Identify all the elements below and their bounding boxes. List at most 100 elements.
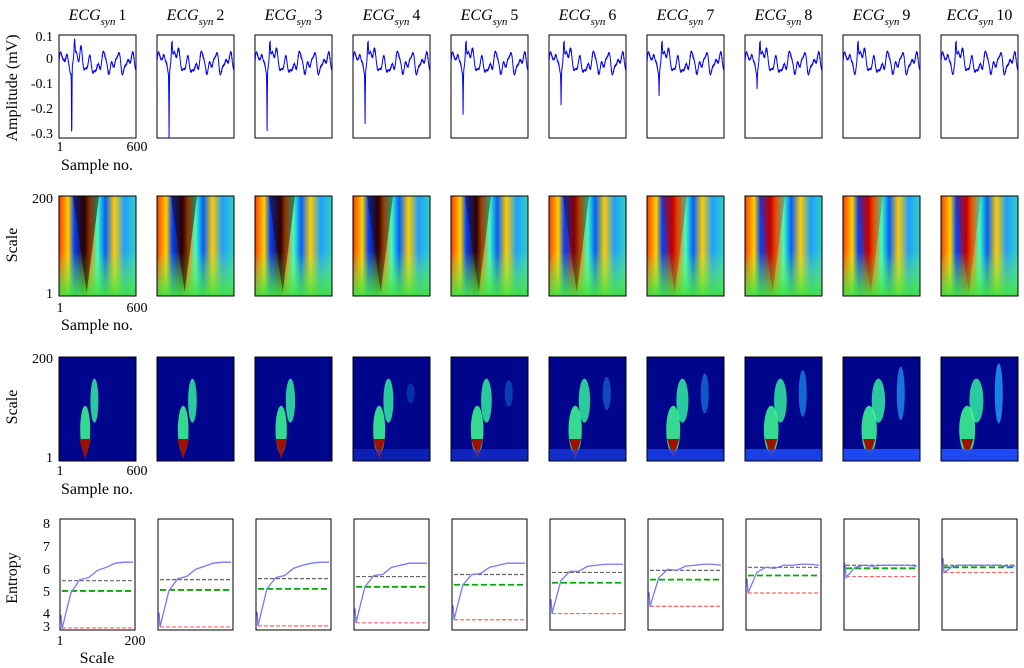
amplitude-axes-7 bbox=[646, 34, 725, 139]
ecg-trace-6 bbox=[548, 40, 627, 106]
threshold-plume-9 bbox=[871, 378, 886, 423]
threshold-panel-7 bbox=[646, 356, 725, 462]
row1-ytick-1: 0 bbox=[46, 52, 53, 67]
threshold-axes-5 bbox=[450, 356, 529, 462]
scalogram-cone-3 bbox=[268, 196, 296, 292]
scalogram-panel-8 bbox=[744, 195, 823, 297]
threshold-side-plume-7 bbox=[700, 373, 709, 414]
threshold-noise-band-9 bbox=[843, 449, 920, 461]
threshold-axes-10 bbox=[940, 356, 1019, 462]
scalogram-lowscale-band-2 bbox=[157, 251, 234, 296]
column-title-8: ECGsyn 8 bbox=[754, 7, 813, 28]
threshold-plume-6 bbox=[578, 378, 591, 423]
threshold-axes-8 bbox=[744, 356, 823, 462]
column-title-10: ECGsyn 10 bbox=[946, 7, 1013, 28]
scalogram-axes-10 bbox=[940, 195, 1019, 297]
scalogram-lowscale-band-7 bbox=[647, 251, 724, 296]
entropy-axes-3 bbox=[255, 518, 332, 631]
threshold-axes-4 bbox=[352, 356, 431, 462]
threshold-plume-7 bbox=[676, 378, 689, 423]
column-title-2: ECGsyn 2 bbox=[166, 7, 225, 28]
threshold-panel-8 bbox=[744, 356, 823, 462]
row1-xtick-0: 1 bbox=[57, 140, 64, 155]
entropy-curve-4 bbox=[354, 562, 427, 623]
entropy-panel-2 bbox=[157, 518, 234, 631]
threshold-axes-6 bbox=[548, 356, 627, 462]
scalogram-panel-6 bbox=[548, 195, 627, 297]
scalogram-lowscale-band-4 bbox=[353, 251, 430, 296]
amplitude-panel-4 bbox=[352, 34, 431, 139]
threshold-plume-1 bbox=[90, 378, 99, 423]
amplitude-panel-1 bbox=[58, 34, 137, 139]
entropy-curve-6 bbox=[550, 563, 623, 614]
row4-ytick-1: 7 bbox=[43, 540, 50, 555]
scalogram-cone-6 bbox=[562, 196, 590, 292]
threshold-plume-4 bbox=[383, 378, 394, 423]
column-title-9: ECGsyn 9 bbox=[852, 7, 911, 28]
amplitude-panel-6 bbox=[548, 34, 627, 139]
row3-ytick-0: 200 bbox=[32, 352, 53, 367]
column-title-3: ECGsyn 3 bbox=[264, 7, 323, 28]
scalogram-lowscale-band-8 bbox=[745, 251, 822, 296]
row1-xlabel: Sample no. bbox=[61, 157, 133, 174]
row3-xtick-0: 1 bbox=[57, 464, 64, 479]
entropy-axes-10 bbox=[941, 518, 1018, 631]
row1-ylabel: Amplitude (mV) bbox=[4, 34, 21, 141]
ecg-trace-5 bbox=[450, 40, 529, 115]
row2-ytick-1: 1 bbox=[46, 287, 53, 302]
scalogram-axes-6 bbox=[548, 195, 627, 297]
entropy-curve-9 bbox=[844, 563, 918, 580]
scalogram-cone-8 bbox=[758, 196, 786, 292]
scalogram-cone-9 bbox=[856, 196, 884, 292]
column-title-4: ECGsyn 4 bbox=[362, 7, 421, 28]
threshold-panel-9 bbox=[842, 356, 921, 462]
scalogram-panel-1 bbox=[58, 195, 137, 297]
scalogram-axes-4 bbox=[352, 195, 431, 297]
scalogram-axes-7 bbox=[646, 195, 725, 297]
scalogram-axes-1 bbox=[58, 195, 137, 297]
scalogram-cone-5 bbox=[464, 196, 492, 292]
scalogram-axes-9 bbox=[842, 195, 921, 297]
entropy-curve-8 bbox=[746, 563, 820, 594]
ecg-trace-3 bbox=[254, 40, 333, 132]
amplitude-axes-10 bbox=[940, 34, 1019, 139]
row4-ytick-3: 5 bbox=[43, 585, 50, 600]
scalogram-cone-1 bbox=[72, 196, 100, 292]
ecg-trace-2 bbox=[156, 40, 235, 139]
row3-ytick-1: 1 bbox=[46, 451, 53, 466]
row4-xtick-1: 200 bbox=[125, 634, 146, 649]
threshold-side-plume-10 bbox=[994, 363, 1003, 424]
scalogram-panel-5 bbox=[450, 195, 529, 297]
threshold-panel-10 bbox=[940, 356, 1019, 462]
entropy-curve-7 bbox=[648, 563, 722, 607]
amplitude-axes-1 bbox=[58, 34, 137, 139]
threshold-peak-2 bbox=[177, 439, 190, 459]
panels bbox=[58, 34, 1019, 631]
threshold-plume-8 bbox=[774, 378, 787, 423]
threshold-noise-band-7 bbox=[647, 449, 724, 461]
threshold-panel-6 bbox=[548, 356, 627, 462]
row4-ytick-0: 8 bbox=[43, 517, 50, 532]
threshold-plume-2 bbox=[188, 378, 197, 423]
amplitude-axes-9 bbox=[842, 34, 921, 139]
scalogram-cone-10 bbox=[954, 196, 982, 292]
amplitude-panel-2 bbox=[156, 34, 235, 139]
entropy-panel-1 bbox=[59, 518, 136, 631]
threshold-axes-7 bbox=[646, 356, 725, 462]
threshold-panel-1 bbox=[58, 356, 137, 462]
amplitude-panel-10 bbox=[940, 34, 1019, 139]
scalogram-cone-4 bbox=[366, 196, 394, 292]
threshold-plume-5 bbox=[481, 378, 492, 423]
threshold-peak-3 bbox=[275, 439, 288, 459]
entropy-axes-1 bbox=[59, 518, 136, 631]
amplitude-panel-5 bbox=[450, 34, 529, 139]
threshold-panel-4 bbox=[352, 356, 431, 462]
row2-xtick-1: 600 bbox=[127, 301, 148, 316]
row3-ylabel: Scale bbox=[4, 390, 21, 425]
scalogram-axes-3 bbox=[254, 195, 333, 297]
entropy-axes-8 bbox=[745, 518, 822, 631]
entropy-axes-7 bbox=[647, 518, 724, 631]
scalogram-lowscale-band-6 bbox=[549, 251, 626, 296]
row4-ytick-2: 6 bbox=[43, 563, 50, 578]
